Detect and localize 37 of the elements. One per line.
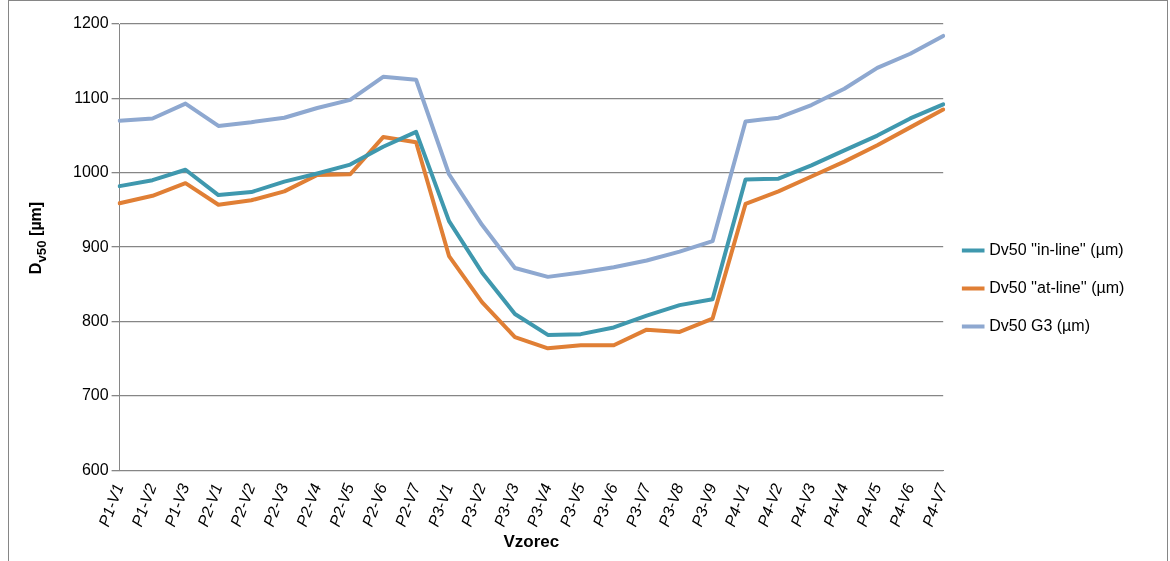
- x-tick-label: P4-V6: [886, 481, 918, 529]
- x-tick-label: P4-V2: [754, 481, 786, 529]
- x-tick-label: P3-V1: [424, 481, 457, 529]
- x-tick-label: P4-V4: [820, 481, 852, 529]
- x-tick-label: P3-V5: [556, 481, 588, 529]
- x-tick-label: P2-V4: [293, 481, 325, 529]
- x-axis-title: Vzorec: [503, 532, 560, 552]
- x-tick-label: P2-V5: [326, 481, 358, 529]
- y-tick-label: 1100: [74, 88, 109, 106]
- x-tick-label: P2-V2: [227, 481, 259, 529]
- x-tick-label: P4-V3: [787, 481, 819, 529]
- x-tick-label: P1-V3: [161, 481, 193, 529]
- legend-label: Dv50 ''at-line'' (µm): [989, 278, 1161, 296]
- x-tick-label: P4-V5: [853, 481, 885, 529]
- x-tick-label: P3-V9: [688, 481, 720, 529]
- x-tick-label: P3-V3: [490, 481, 522, 529]
- y-tick-label: 1000: [73, 163, 109, 181]
- x-tick-label: P2-V1: [194, 481, 226, 529]
- x-tick-label: P2-V6: [358, 481, 391, 529]
- x-tick-label: P4-V7: [919, 480, 951, 529]
- x-tick-label: P4-V1: [721, 481, 753, 529]
- x-tick-label: P2-V7: [391, 480, 424, 529]
- y-tick-label: 600: [81, 460, 109, 478]
- legend-label: Dv50 ''in-line'' (µm): [989, 240, 1160, 258]
- x-tick-label: P3-V8: [655, 481, 687, 529]
- x-tick-label: P1-V1: [95, 481, 127, 529]
- x-tick-label: P3-V6: [589, 481, 621, 529]
- x-tick-label: P3-V2: [457, 481, 490, 529]
- x-tick-label: P3-V4: [523, 481, 555, 529]
- y-tick-label: 1200: [73, 14, 109, 32]
- y-tick-label: 800: [81, 311, 109, 329]
- legend-label: Dv50 G3 (µm): [989, 316, 1126, 334]
- x-tick-label: P2-V3: [260, 481, 292, 529]
- y-tick-label: 900: [81, 237, 109, 255]
- x-tick-label: P3-V7: [622, 480, 655, 529]
- y-tick-label: 700: [81, 386, 109, 404]
- x-tick-label: P1-V2: [128, 481, 160, 529]
